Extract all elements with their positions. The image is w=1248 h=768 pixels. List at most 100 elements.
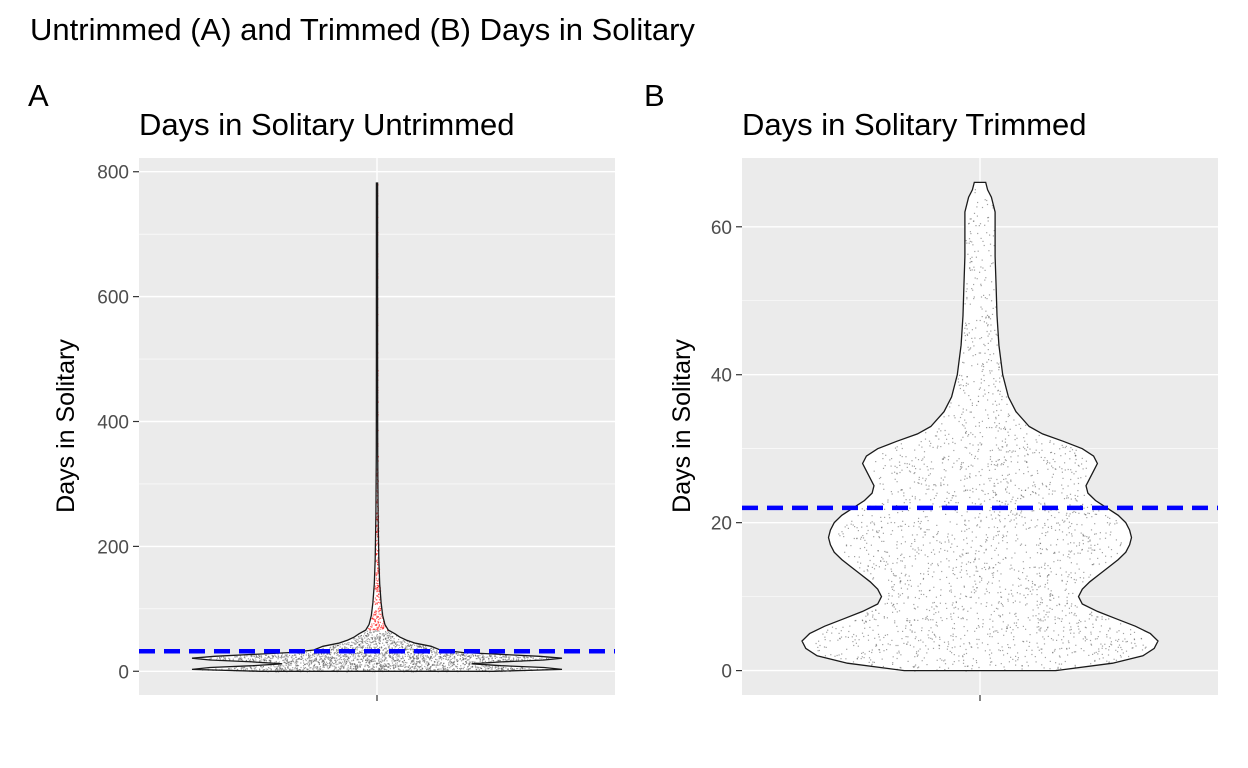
data-point bbox=[1061, 579, 1063, 581]
data-point bbox=[933, 608, 935, 610]
data-point bbox=[1080, 621, 1082, 623]
data-point bbox=[1048, 511, 1050, 513]
data-point bbox=[220, 656, 222, 658]
data-point bbox=[970, 233, 972, 235]
data-point bbox=[342, 659, 344, 661]
data-point bbox=[1064, 462, 1066, 464]
data-point bbox=[928, 474, 930, 476]
data-point bbox=[924, 516, 926, 518]
data-point bbox=[1038, 649, 1040, 651]
data-point bbox=[415, 667, 417, 669]
data-point bbox=[260, 666, 262, 668]
data-point bbox=[975, 567, 978, 569]
data-point bbox=[390, 632, 392, 635]
data-point bbox=[936, 524, 938, 526]
data-point bbox=[896, 481, 898, 483]
data-point bbox=[918, 478, 920, 481]
data-point bbox=[380, 666, 382, 668]
data-point bbox=[379, 637, 381, 640]
data-point bbox=[1094, 549, 1096, 551]
data-point bbox=[993, 482, 995, 485]
data-point bbox=[882, 467, 885, 469]
violin-fill bbox=[192, 183, 562, 672]
data-point bbox=[402, 661, 404, 663]
data-point bbox=[259, 659, 261, 661]
data-point bbox=[961, 375, 963, 377]
data-point bbox=[499, 660, 501, 662]
data-point bbox=[947, 641, 949, 643]
data-point bbox=[917, 459, 920, 461]
data-point bbox=[885, 564, 887, 566]
data-point bbox=[976, 612, 978, 614]
data-point bbox=[931, 631, 934, 633]
data-point bbox=[356, 664, 358, 666]
data-point bbox=[301, 653, 303, 655]
data-point bbox=[284, 656, 286, 658]
data-point bbox=[962, 549, 964, 551]
data-point bbox=[874, 637, 876, 639]
data-point bbox=[405, 647, 407, 649]
data-point bbox=[1073, 473, 1075, 475]
data-point bbox=[1094, 660, 1096, 662]
data-point bbox=[441, 659, 443, 661]
data-point bbox=[983, 343, 985, 345]
data-point bbox=[952, 602, 954, 604]
data-point bbox=[323, 660, 325, 663]
data-point bbox=[882, 532, 884, 534]
data-point bbox=[956, 577, 958, 579]
data-point bbox=[369, 641, 371, 643]
data-point bbox=[1015, 615, 1017, 617]
data-point bbox=[482, 669, 484, 672]
data-point bbox=[375, 525, 377, 527]
data-point bbox=[1039, 538, 1041, 540]
data-point bbox=[985, 277, 987, 279]
data-point bbox=[991, 205, 993, 207]
data-point bbox=[951, 647, 953, 649]
data-point bbox=[399, 656, 401, 658]
data-point bbox=[955, 636, 957, 638]
data-point bbox=[966, 537, 968, 539]
data-point bbox=[961, 562, 963, 564]
data-point bbox=[374, 611, 376, 613]
data-point bbox=[1026, 453, 1029, 455]
data-point bbox=[993, 383, 995, 385]
data-point bbox=[926, 664, 928, 666]
data-point bbox=[377, 564, 379, 566]
data-point bbox=[513, 658, 515, 660]
data-point bbox=[452, 663, 454, 665]
data-point bbox=[375, 599, 377, 601]
data-point bbox=[1054, 516, 1056, 519]
data-point bbox=[1049, 599, 1051, 601]
data-point bbox=[901, 529, 903, 531]
data-point bbox=[404, 661, 407, 664]
data-point bbox=[351, 660, 353, 662]
data-point bbox=[1056, 522, 1058, 524]
data-point bbox=[913, 472, 915, 475]
data-point bbox=[378, 638, 380, 640]
data-point bbox=[918, 526, 920, 528]
data-point bbox=[461, 653, 463, 655]
data-point bbox=[450, 663, 452, 665]
data-point bbox=[992, 307, 994, 309]
data-point bbox=[382, 627, 385, 630]
data-point bbox=[988, 250, 990, 252]
data-point bbox=[476, 666, 478, 668]
data-point bbox=[318, 659, 321, 661]
data-point bbox=[930, 510, 932, 512]
data-point bbox=[349, 667, 351, 669]
data-point bbox=[984, 269, 986, 271]
data-point bbox=[1005, 396, 1008, 398]
data-point bbox=[933, 613, 935, 615]
data-point bbox=[302, 665, 305, 667]
data-point bbox=[1025, 461, 1028, 463]
data-point bbox=[427, 661, 429, 663]
data-point bbox=[280, 657, 282, 659]
data-point bbox=[938, 551, 940, 553]
data-point bbox=[993, 378, 995, 380]
data-point bbox=[978, 448, 980, 451]
panel-a-title: Days in Solitary Untrimmed bbox=[139, 107, 515, 142]
data-point bbox=[888, 514, 890, 516]
data-point bbox=[881, 540, 883, 542]
data-point bbox=[1110, 531, 1112, 533]
data-point bbox=[468, 661, 470, 663]
